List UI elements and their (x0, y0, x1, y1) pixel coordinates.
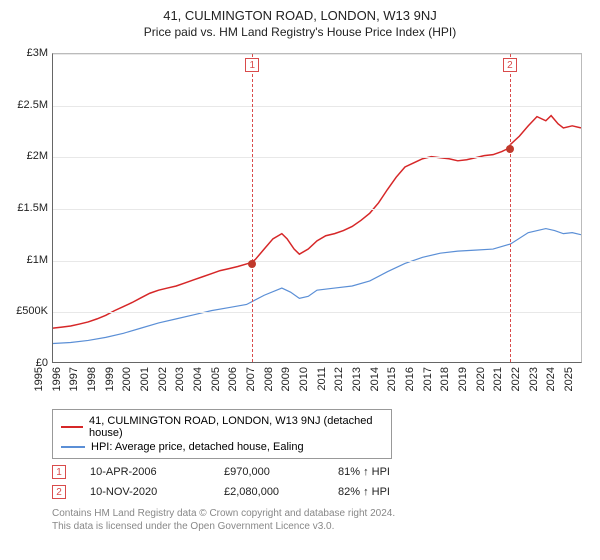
sale-row-date: 10-NOV-2020 (90, 486, 200, 498)
sale-marker-line (252, 54, 253, 362)
y-axis-label: £1.5M (12, 202, 48, 214)
y-axis-label: £3M (12, 47, 48, 59)
sale-row-marker: 1 (52, 465, 66, 479)
sale-row-price: £970,000 (224, 466, 314, 478)
y-axis-label: £2M (12, 150, 48, 162)
legend-item: HPI: Average price, detached house, Eali… (61, 440, 383, 454)
sale-row-marker: 2 (52, 485, 66, 499)
plot-region: 12 (52, 53, 582, 363)
sale-row-price: £2,080,000 (224, 486, 314, 498)
series-lines (53, 54, 581, 362)
sale-marker-box: 2 (503, 58, 517, 72)
chart-container: 41, CULMINGTON ROAD, LONDON, W13 9NJ Pri… (0, 0, 600, 560)
legend-item: 41, CULMINGTON ROAD, LONDON, W13 9NJ (de… (61, 414, 383, 440)
y-axis-label: £500K (12, 305, 48, 317)
y-axis-label: £1M (12, 254, 48, 266)
x-axis-label: 2025 (563, 367, 600, 391)
sale-row-date: 10-APR-2006 (90, 466, 200, 478)
footer-line-1: Contains HM Land Registry data © Crown c… (52, 507, 588, 520)
chart-subtitle: Price paid vs. HM Land Registry's House … (12, 25, 588, 39)
series-line (53, 116, 581, 329)
gridline (53, 261, 581, 262)
sale-row: 2 10-NOV-2020 £2,080,000 82% ↑ HPI (52, 485, 588, 499)
legend-swatch (61, 426, 83, 428)
copyright-footer: Contains HM Land Registry data © Crown c… (52, 507, 588, 533)
chart-area: 12 £0£500K£1M£1.5M£2M£2.5M£3M19951996199… (12, 45, 588, 405)
legend-label: 41, CULMINGTON ROAD, LONDON, W13 9NJ (de… (89, 415, 383, 439)
gridline (53, 312, 581, 313)
footer-line-2: This data is licensed under the Open Gov… (52, 520, 588, 533)
sale-row-hpi: 82% ↑ HPI (338, 486, 418, 498)
gridline (53, 209, 581, 210)
gridline (53, 54, 581, 55)
sale-marker-dot (506, 145, 514, 153)
sale-row: 1 10-APR-2006 £970,000 81% ↑ HPI (52, 465, 588, 479)
chart-title: 41, CULMINGTON ROAD, LONDON, W13 9NJ (12, 8, 588, 23)
y-axis-label: £2.5M (12, 99, 48, 111)
series-line (53, 229, 581, 344)
legend-label: HPI: Average price, detached house, Eali… (91, 441, 304, 453)
sale-row-hpi: 81% ↑ HPI (338, 466, 418, 478)
sale-marker-box: 1 (245, 58, 259, 72)
legend: 41, CULMINGTON ROAD, LONDON, W13 9NJ (de… (52, 409, 392, 459)
sale-marker-line (510, 54, 511, 362)
sale-marker-dot (248, 260, 256, 268)
gridline (53, 157, 581, 158)
legend-swatch (61, 446, 85, 448)
gridline (53, 106, 581, 107)
